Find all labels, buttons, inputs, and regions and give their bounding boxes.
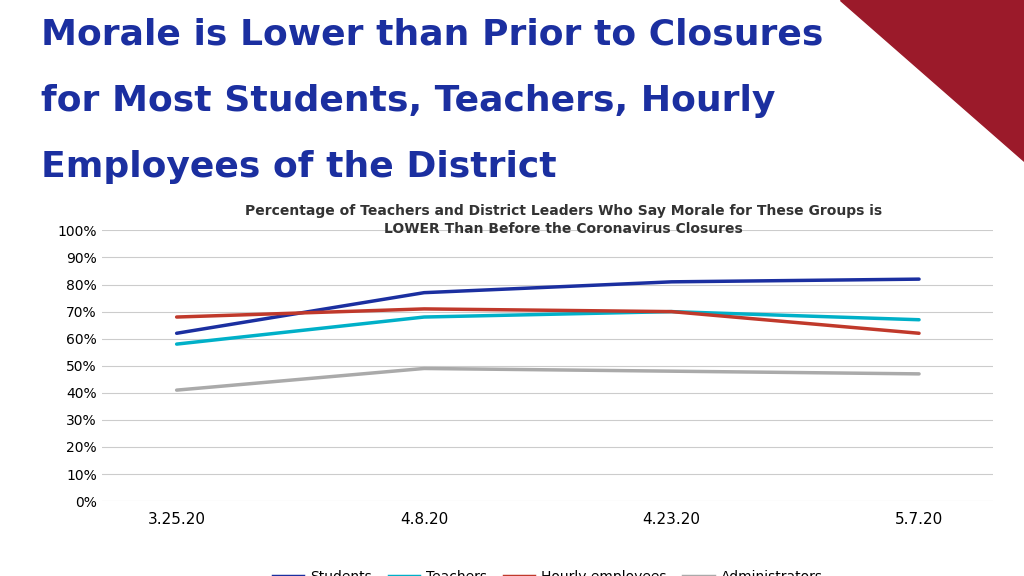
Text: Percentage of Teachers and District Leaders Who Say Morale for These Groups is: Percentage of Teachers and District Lead… <box>245 204 882 218</box>
Text: Employees of the District: Employees of the District <box>41 150 557 184</box>
Text: for Most Students, Teachers, Hourly: for Most Students, Teachers, Hourly <box>41 84 775 118</box>
Text: Morale is Lower than Prior to Closures: Morale is Lower than Prior to Closures <box>41 17 823 51</box>
Text: LOWER Than Before the Coronavirus Closures: LOWER Than Before the Coronavirus Closur… <box>384 222 742 236</box>
Legend: Students, Teachers, Hourly employees, Administrators: Students, Teachers, Hourly employees, Ad… <box>267 565 828 576</box>
